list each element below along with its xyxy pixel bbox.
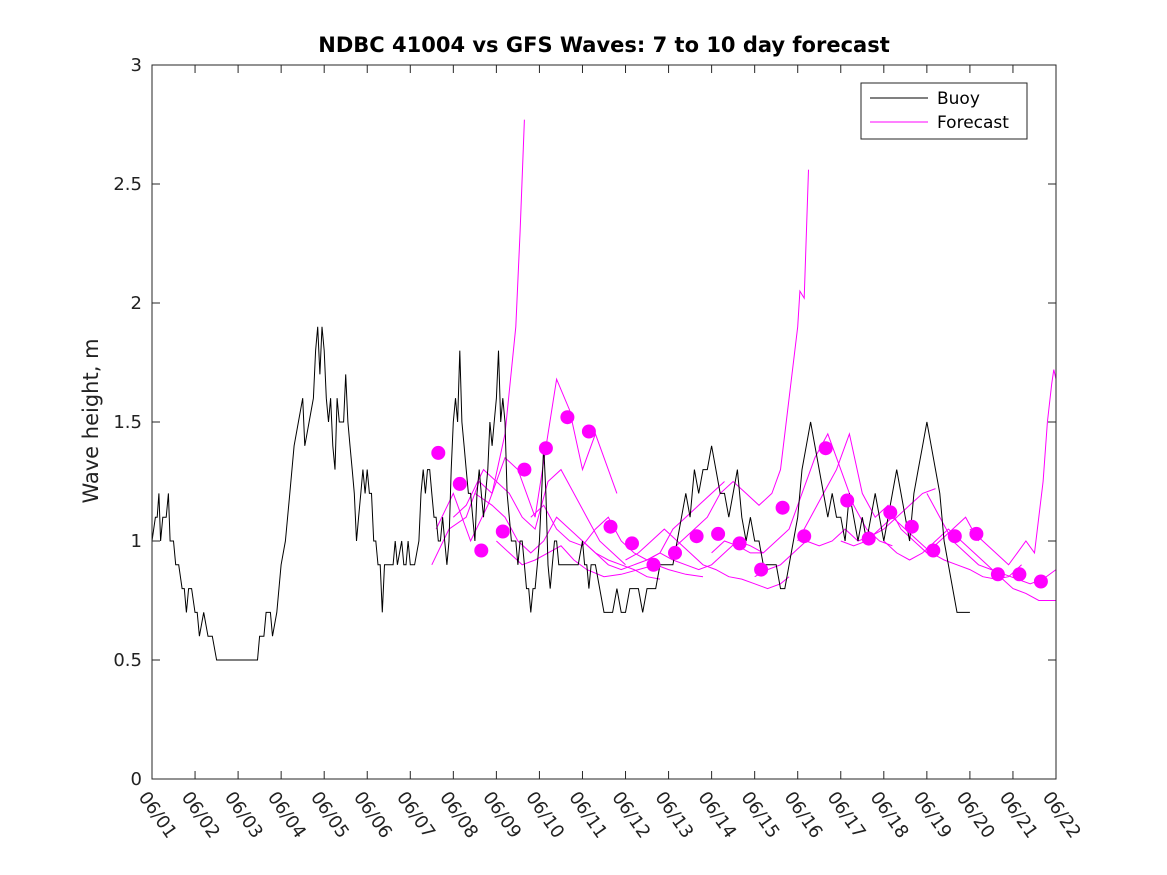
x-tick-label: 06/17 xyxy=(823,788,870,843)
forecast-point xyxy=(969,526,984,541)
forecast-line xyxy=(754,488,936,578)
legend-label-buoy: Buoy xyxy=(937,89,980,109)
forecast-point xyxy=(689,529,704,544)
y-tick-label: 3 xyxy=(131,55,142,76)
forecast-point xyxy=(538,441,553,456)
forecast-point xyxy=(1033,574,1048,589)
forecast-line xyxy=(435,377,618,543)
forecast-point xyxy=(883,505,898,520)
forecast-point xyxy=(668,545,682,560)
forecast-point xyxy=(431,445,446,460)
legend-box xyxy=(860,82,1028,140)
x-tick-label: 06/02 xyxy=(177,788,224,843)
y-tick-label: 0.5 xyxy=(113,650,142,671)
forecast-point xyxy=(904,519,919,534)
forecast-point xyxy=(625,536,639,551)
x-tick-label: 06/10 xyxy=(521,788,568,843)
y-axis-label: Wave height, m xyxy=(79,338,103,503)
forecast-point xyxy=(474,543,489,558)
forecast-point xyxy=(840,493,855,508)
forecast-point xyxy=(581,424,596,439)
forecast-point xyxy=(711,526,726,541)
x-tick-label: 06/19 xyxy=(909,788,956,843)
x-tick-label: 06/05 xyxy=(306,788,353,843)
axis-ticks: 00.511.522.5306/0106/0206/0306/0406/0506… xyxy=(113,55,1085,842)
forecast-point xyxy=(754,562,769,577)
forecast-line xyxy=(431,119,525,566)
x-tick-label: 06/22 xyxy=(1038,788,1085,843)
forecast-point xyxy=(861,531,876,546)
x-tick-label: 06/20 xyxy=(952,788,999,843)
buoy-line xyxy=(151,326,970,661)
y-tick-label: 0 xyxy=(131,769,142,790)
x-tick-label: 06/11 xyxy=(564,788,611,843)
x-tick-label: 06/16 xyxy=(780,788,827,843)
x-tick-label: 06/09 xyxy=(478,788,525,843)
plot-area xyxy=(151,119,1057,661)
forecast-point xyxy=(990,567,1005,582)
forecast-point xyxy=(797,529,812,544)
forecast-point xyxy=(452,476,467,491)
x-tick-label: 06/03 xyxy=(220,788,267,843)
forecast-line xyxy=(474,492,661,580)
axes-box xyxy=(151,64,1057,780)
legend-label-forecast: Forecast xyxy=(937,113,1009,133)
forecast-point xyxy=(646,557,661,572)
forecast-line xyxy=(668,169,809,554)
y-tick-label: 2 xyxy=(131,293,142,314)
x-tick-label: 06/21 xyxy=(995,788,1042,843)
x-tick-label: 06/06 xyxy=(349,788,396,843)
forecast-point xyxy=(1012,567,1027,582)
forecast-point xyxy=(517,462,532,477)
forecast-line xyxy=(625,528,790,590)
y-tick-label: 1 xyxy=(131,531,142,552)
forecast-line xyxy=(969,369,1057,566)
x-tick-label: 06/18 xyxy=(866,788,913,843)
x-tick-label: 06/08 xyxy=(435,788,482,843)
x-tick-label: 06/01 xyxy=(134,788,181,843)
forecast-point xyxy=(926,543,941,558)
forecast-point xyxy=(775,500,790,515)
forecast-point xyxy=(732,536,747,551)
forecast-point xyxy=(560,410,575,425)
legend: Buoy Forecast xyxy=(860,82,1028,140)
x-tick-label: 06/15 xyxy=(737,788,784,843)
x-tick-label: 06/04 xyxy=(263,788,310,843)
chart-title: NDBC 41004 vs GFS Waves: 7 to 10 day for… xyxy=(318,33,889,57)
forecast-point xyxy=(947,529,962,544)
y-tick-label: 2.5 xyxy=(113,174,142,195)
forecast-line xyxy=(883,528,1056,601)
forecast-point xyxy=(603,519,618,534)
forecast-point xyxy=(495,524,510,539)
forecast-point xyxy=(818,441,833,456)
x-tick-label: 06/07 xyxy=(392,788,439,843)
x-tick-label: 06/14 xyxy=(694,788,741,843)
x-tick-label: 06/12 xyxy=(607,788,654,843)
y-tick-label: 1.5 xyxy=(113,412,142,433)
x-tick-label: 06/13 xyxy=(650,788,697,843)
